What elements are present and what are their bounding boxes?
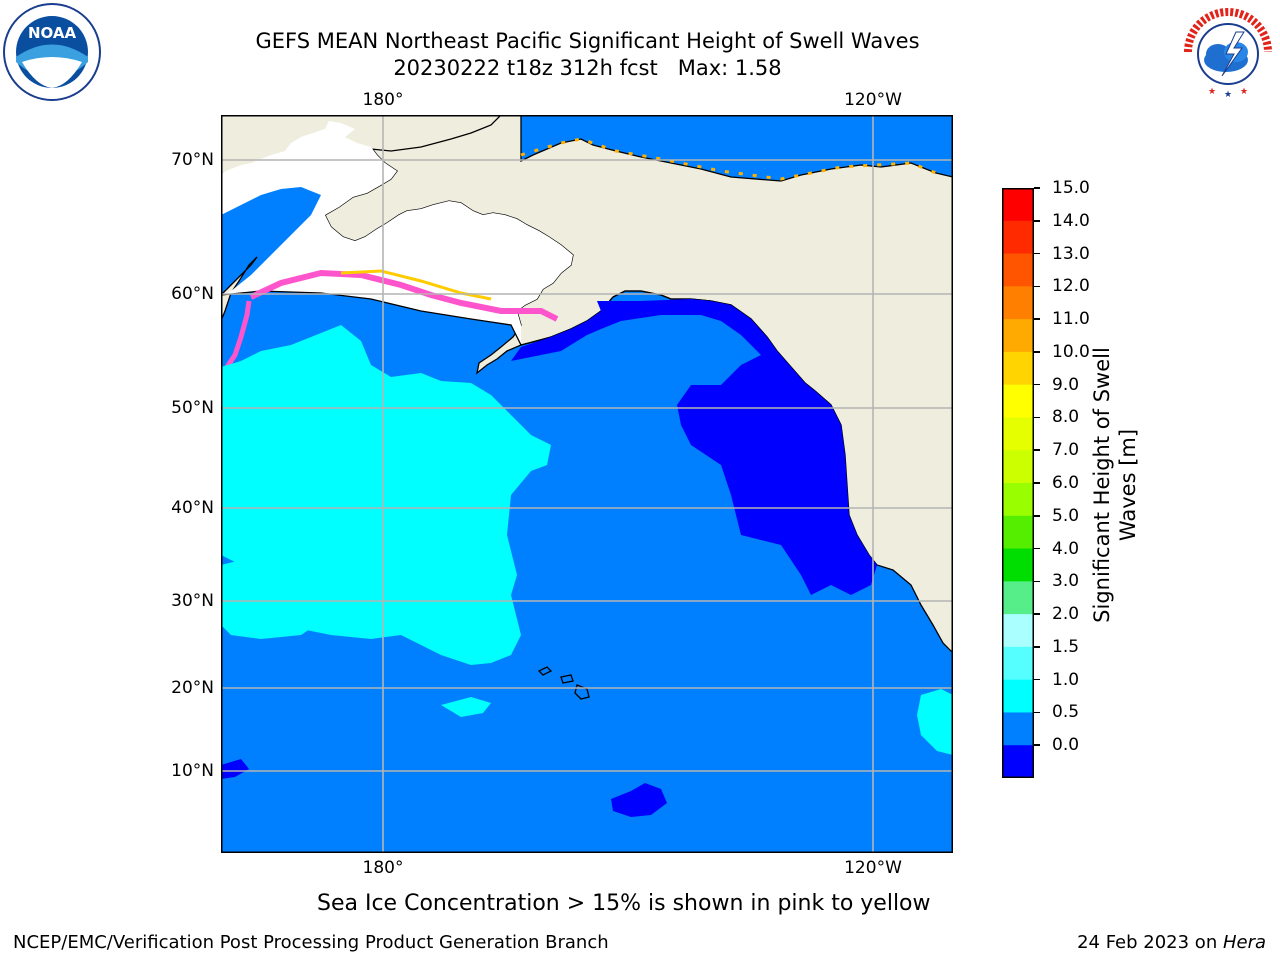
colorbar-segment: [1002, 712, 1034, 746]
colorbar-segment: [1002, 253, 1034, 287]
lat-label-30n: 30°N: [171, 591, 214, 611]
map-frame: [221, 115, 953, 853]
colorbar-tick-mark: [1034, 449, 1040, 451]
colorbar-segment: [1002, 646, 1034, 681]
colorbar-segment: [1002, 581, 1034, 615]
plot-title: GEFS MEAN Northeast Pacific Significant …: [255, 29, 920, 53]
colorbar-tick-label: 6.0: [1052, 473, 1080, 493]
colorbar-segment: [1002, 319, 1034, 353]
nws-logo: ★ ★ ★: [1178, 2, 1278, 102]
colorbar-tick-mark: [1034, 711, 1040, 714]
colorbar-tick-mark: [1034, 580, 1040, 583]
colorbar-tick-mark: [1034, 187, 1040, 189]
colorbar-tick-label: 1.5: [1052, 636, 1080, 657]
footer-date-text: 24 Feb 2023 on: [1077, 932, 1223, 953]
colorbar-tick-mark: [1034, 482, 1040, 484]
colorbar-tick-mark: [1034, 547, 1040, 550]
swell-height-map: [221, 115, 953, 853]
lon-label-top-120w: 120°W: [844, 90, 902, 110]
svg-text:★: ★: [1208, 87, 1216, 97]
colorbar-segment: [1002, 286, 1034, 320]
noaa-logo: NOAA: [2, 2, 102, 102]
colorbar-tick-mark: [1034, 252, 1040, 255]
svg-text:★: ★: [1240, 87, 1248, 97]
colorbar-tick-label: 9.0: [1052, 374, 1080, 395]
colorbar-tick-mark: [1034, 646, 1040, 648]
colorbar-tick-label: 0.0: [1052, 735, 1080, 756]
colorbar-tick-label: 8.0: [1052, 407, 1080, 428]
colorbar-title-line2: Waves [m]: [1116, 428, 1140, 542]
colorbar-tick-label: 3.0: [1052, 571, 1080, 592]
colorbar-tick-label: 0.5: [1052, 702, 1080, 723]
lat-label-20n: 20°N: [171, 678, 214, 698]
swell-low-regions: [221, 299, 877, 817]
sea-ice-caption: Sea Ice Concentration > 15% is shown in …: [317, 891, 931, 916]
colorbar-segment: [1002, 548, 1034, 582]
colorbar-tick-mark: [1034, 613, 1040, 615]
colorbar-segment: [1002, 614, 1034, 648]
colorbar-tick-label: 12.0: [1052, 276, 1090, 297]
colorbar-frame: [1002, 188, 1034, 778]
swell-high-regions: [221, 325, 953, 755]
svg-text:★: ★: [1224, 90, 1232, 100]
colorbar: [1002, 188, 1034, 778]
colorbar-tick-mark: [1034, 285, 1040, 288]
colorbar-tick-mark: [1034, 383, 1040, 386]
footer-credit: NCEP/EMC/Verification Post Processing Pr…: [13, 932, 609, 953]
lon-label-bottom-180: 180°: [362, 858, 404, 878]
gridlines: [221, 115, 953, 853]
colorbar-tick-mark: [1034, 515, 1040, 517]
colorbar-tick-mark: [1034, 416, 1040, 419]
colorbar-tick-mark: [1034, 744, 1040, 746]
colorbar-tick-label: 2.0: [1052, 604, 1080, 625]
colorbar-tick-label: 4.0: [1052, 538, 1080, 559]
colorbar-segment: [1002, 220, 1034, 255]
colorbar-segment: [1002, 188, 1034, 222]
colorbar-segment: [1002, 417, 1034, 451]
colorbar-tick-label: 1.0: [1052, 669, 1080, 690]
colorbar-segment: [1002, 384, 1034, 418]
colorbar-title: Significant Height of Swell Waves [m]: [1089, 285, 1141, 685]
sea-ice-edge-pink: [249, 269, 559, 322]
colorbar-tick-label: 14.0: [1052, 210, 1090, 231]
colorbar-tick-mark: [1034, 678, 1040, 681]
svg-text:NOAA: NOAA: [28, 24, 77, 42]
lon-label-bottom-120w: 120°W: [844, 858, 902, 878]
colorbar-tick-label: 13.0: [1052, 243, 1090, 264]
lat-label-60n: 60°N: [171, 284, 214, 304]
colorbar-segment: [1002, 515, 1034, 550]
colorbar-segment: [1002, 483, 1034, 517]
colorbar-tick-label: 11.0: [1052, 309, 1090, 330]
colorbar-tick-mark: [1034, 318, 1040, 320]
colorbar-tick-label: 15.0: [1052, 178, 1090, 198]
lat-label-40n: 40°N: [171, 498, 214, 518]
colorbar-title-line1: Significant Height of Swell: [1090, 347, 1114, 623]
footer-date: 24 Feb 2023 on Hera: [1077, 932, 1266, 954]
footer-host: Hera: [1222, 932, 1266, 953]
sea-ice-edge-yellow: [340, 269, 492, 301]
colorbar-tick-label: 10.0: [1052, 341, 1090, 362]
colorbar-tick-label: 5.0: [1052, 505, 1080, 526]
colorbar-tick-label: 7.0: [1052, 440, 1080, 461]
colorbar-segment: [1002, 679, 1034, 713]
plot-subtitle: 20230222 t18z 312h fcst Max: 1.58: [393, 56, 782, 80]
lat-label-70n: 70°N: [171, 150, 214, 170]
colorbar-segment: [1002, 745, 1034, 778]
colorbar-tick-mark: [1034, 220, 1040, 222]
lat-label-10n: 10°N: [171, 761, 214, 781]
colorbar-segment: [1002, 450, 1034, 484]
lat-label-50n: 50°N: [171, 398, 214, 418]
colorbar-tick-mark: [1034, 351, 1040, 353]
colorbar-segment: [1002, 351, 1034, 386]
lon-label-top-180: 180°: [362, 90, 404, 110]
